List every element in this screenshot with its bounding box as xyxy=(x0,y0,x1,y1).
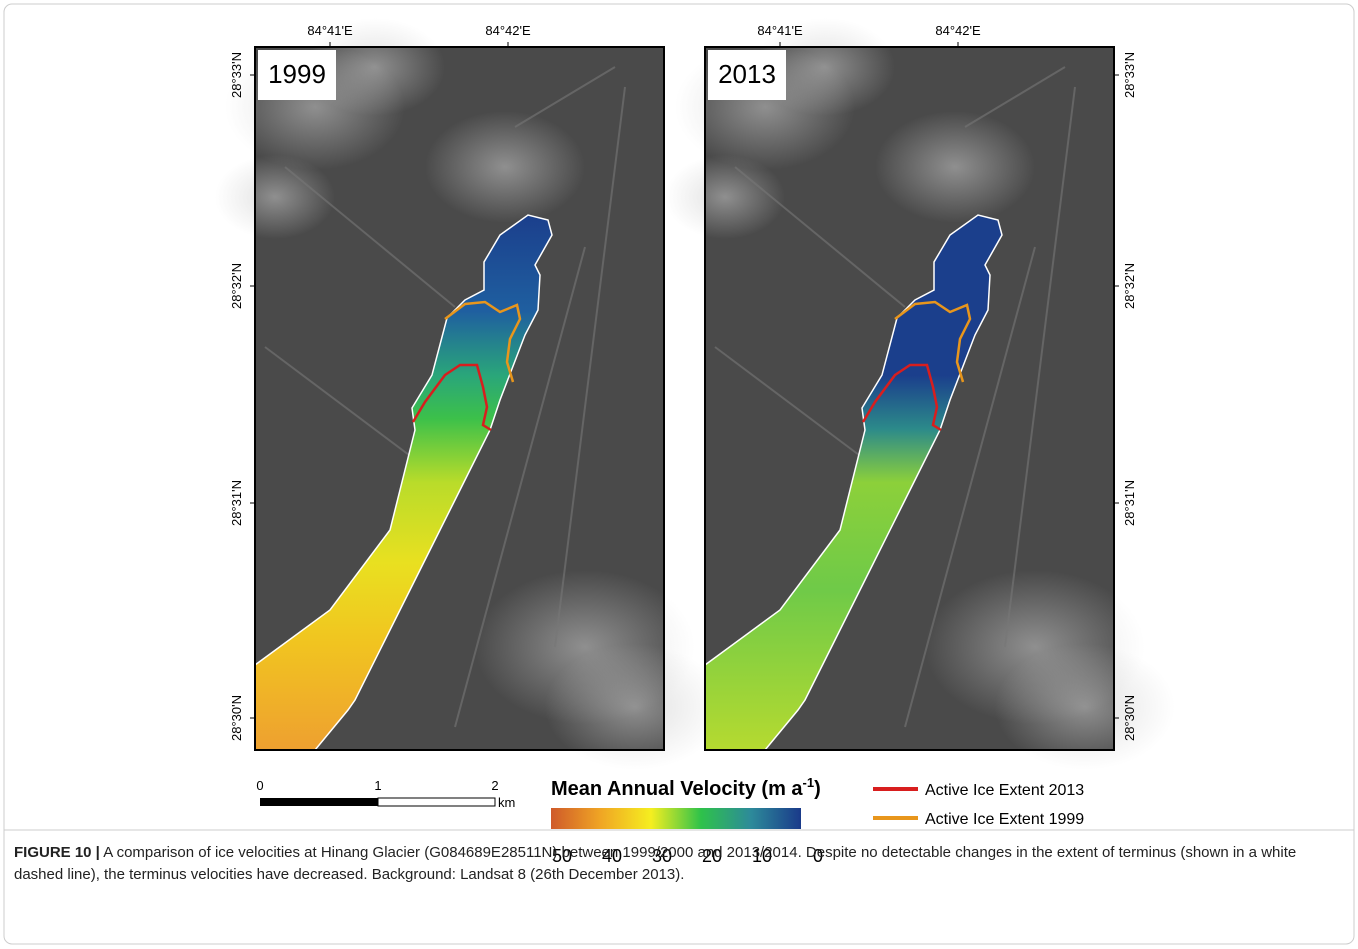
caption-label: FIGURE 10 | xyxy=(14,844,100,861)
terrain-light xyxy=(665,155,785,239)
side-tick-label: 28°33'N xyxy=(229,52,244,98)
side-tick-label: 28°31'N xyxy=(1122,480,1137,526)
terrain-light xyxy=(995,644,1175,770)
colorbar-title-text: Mean Annual Velocity (m a xyxy=(551,778,803,800)
colorbar-title-superscript: -1 xyxy=(803,775,815,790)
side-tick-label: 28°32'N xyxy=(229,263,244,309)
scale-bar-white xyxy=(378,798,495,806)
map-panel: 2013 84°41'E 84°42'E 28°33'N 28°32'N 28°31'N 2… xyxy=(665,18,1175,770)
scale-bar-black xyxy=(260,798,378,806)
figure: 199984°41'E84°42'E28°33'N28°32'N28°31'N2… xyxy=(0,0,1358,949)
scale-tick: 0 xyxy=(256,778,263,793)
top-tick-label: 84°41'E xyxy=(307,23,353,38)
terrain-light xyxy=(425,111,585,223)
colorbar-title: Mean Annual Velocity (m a-1) xyxy=(551,775,821,800)
caption: FIGURE 10 | A comparison of ice velociti… xyxy=(14,842,1344,886)
panel-label: 1999 xyxy=(268,59,326,89)
map-panel: 1999 84°41'E 84°42'E 28°33'N 28°32'N 28°31'N 2… xyxy=(215,18,725,770)
panel-label: 2013 xyxy=(718,59,776,89)
terrain-light xyxy=(545,644,725,770)
terrain-light xyxy=(215,155,335,239)
side-tick-label: 28°33'N xyxy=(1122,52,1137,98)
side-tick-label: 28°30'N xyxy=(229,695,244,741)
side-tick-label: 28°32'N xyxy=(1122,263,1137,309)
legend-label: Active Ice Extent 2013 xyxy=(925,782,1084,799)
colorbar-title-end: ) xyxy=(814,778,821,800)
caption-text: A comparison of ice velocities at Hinang… xyxy=(14,844,1296,883)
top-tick-label: 84°41'E xyxy=(757,23,803,38)
side-tick-label: 28°31'N xyxy=(229,480,244,526)
figure-graphic: 199984°41'E84°42'E28°33'N28°32'N28°31'N2… xyxy=(0,0,1358,949)
scale-tick: 1 xyxy=(374,778,381,793)
legend-label: Active Ice Extent 1999 xyxy=(925,811,1084,828)
scale-tick: 2 xyxy=(491,778,498,793)
terrain-light xyxy=(875,111,1035,223)
scale-unit: km xyxy=(498,795,515,810)
colorbar xyxy=(551,808,801,829)
top-tick-label: 84°42'E xyxy=(935,23,981,38)
top-tick-label: 84°42'E xyxy=(485,23,531,38)
side-tick-label: 28°30'N xyxy=(1122,695,1137,741)
figure-border xyxy=(4,4,1354,944)
